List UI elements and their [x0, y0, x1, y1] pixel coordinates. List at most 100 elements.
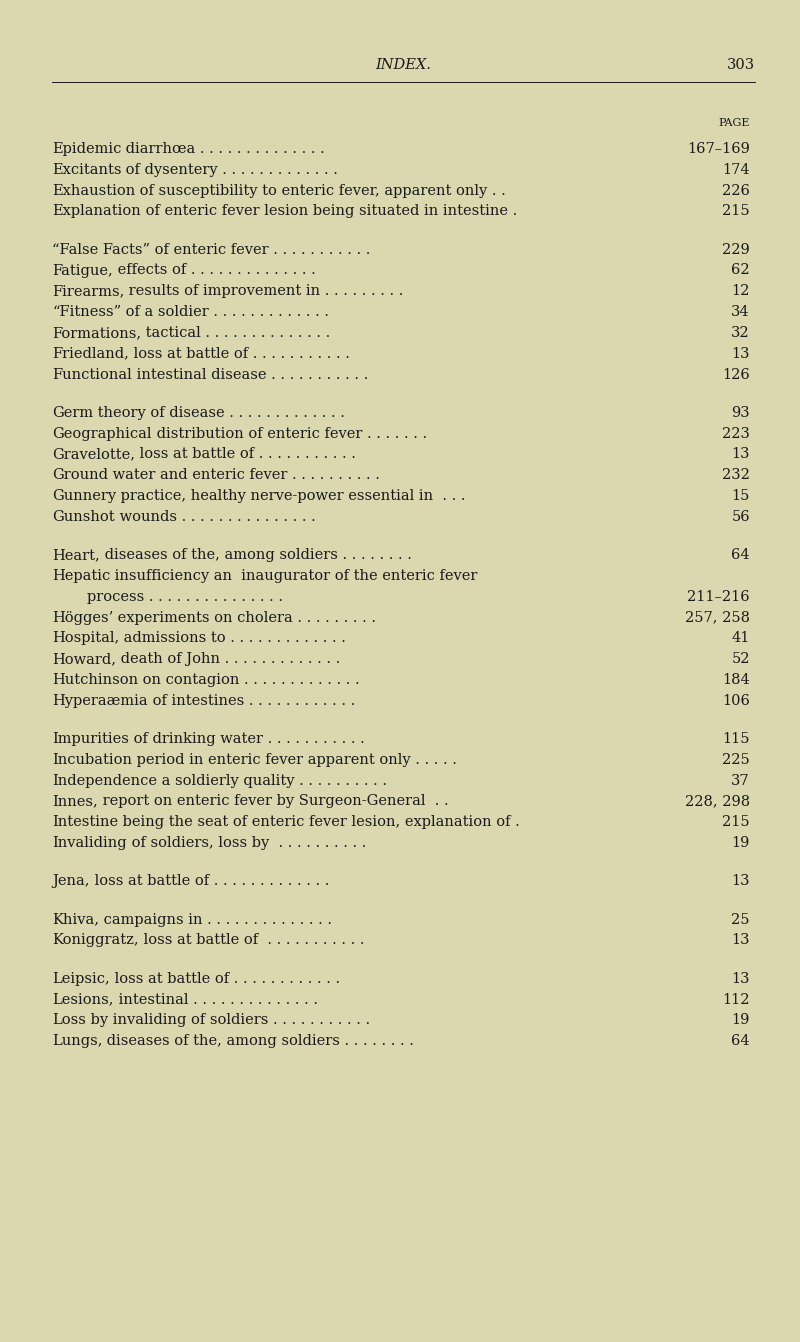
Text: diseases of the, among soldiers . . . . . . . .: diseases of the, among soldiers . . . . …	[100, 548, 412, 562]
Text: 13: 13	[731, 934, 750, 947]
Text: 37: 37	[731, 773, 750, 788]
Text: Jena,: Jena,	[52, 874, 90, 888]
Text: Hepatic: Hepatic	[52, 569, 110, 582]
Text: 93: 93	[731, 405, 750, 420]
Text: period in enteric fever apparent only . . . . .: period in enteric fever apparent only . …	[132, 753, 457, 766]
Text: distribution of enteric fever . . . . . . .: distribution of enteric fever . . . . . …	[151, 427, 426, 440]
Text: experiments on cholera . . . . . . . . .: experiments on cholera . . . . . . . . .	[114, 611, 376, 624]
Text: water and enteric fever . . . . . . . . . .: water and enteric fever . . . . . . . . …	[108, 468, 380, 482]
Text: loss at battle of  . . . . . . . . . . .: loss at battle of . . . . . . . . . . .	[138, 934, 364, 947]
Text: 211–216: 211–216	[687, 589, 750, 604]
Text: Hutchinson: Hutchinson	[52, 672, 138, 687]
Text: 12: 12	[732, 285, 750, 298]
Text: Functional: Functional	[52, 368, 132, 381]
Text: 229: 229	[722, 243, 750, 256]
Text: loss at battle of . . . . . . . . . . .: loss at battle of . . . . . . . . . . .	[129, 346, 350, 361]
Text: process . . . . . . . . . . . . . . .: process . . . . . . . . . . . . . . .	[87, 589, 283, 604]
Text: admissions to . . . . . . . . . . . . .: admissions to . . . . . . . . . . . . .	[119, 631, 346, 646]
Text: theory of disease . . . . . . . . . . . . .: theory of disease . . . . . . . . . . . …	[93, 405, 345, 420]
Text: results of improvement in . . . . . . . . .: results of improvement in . . . . . . . …	[124, 285, 404, 298]
Text: of susceptibility to enteric fever, apparent only . .: of susceptibility to enteric fever, appa…	[135, 184, 506, 197]
Text: intestinal disease . . . . . . . . . . .: intestinal disease . . . . . . . . . . .	[132, 368, 368, 381]
Text: 184: 184	[722, 672, 750, 687]
Text: Geographical: Geographical	[52, 427, 151, 440]
Text: 64: 64	[731, 548, 750, 562]
Text: Firearms,: Firearms,	[52, 285, 124, 298]
Text: Epidemic: Epidemic	[52, 142, 122, 156]
Text: 223: 223	[722, 427, 750, 440]
Text: Gravelotte,: Gravelotte,	[52, 447, 135, 462]
Text: Excitants: Excitants	[52, 162, 122, 177]
Text: of enteric fever . . . . . . . . . . .: of enteric fever . . . . . . . . . . .	[150, 243, 370, 256]
Text: Gunnery: Gunnery	[52, 488, 116, 503]
Text: 225: 225	[722, 753, 750, 766]
Text: of enteric fever lesion being situated in intestine .: of enteric fever lesion being situated i…	[141, 204, 517, 219]
Text: by invaliding of soldiers . . . . . . . . . . .: by invaliding of soldiers . . . . . . . …	[86, 1013, 370, 1027]
Text: Heart,: Heart,	[52, 548, 100, 562]
Text: 41: 41	[732, 631, 750, 646]
Text: loss at battle of . . . . . . . . . . .: loss at battle of . . . . . . . . . . .	[135, 447, 356, 462]
Text: 303: 303	[727, 58, 755, 72]
Text: Exhaustion: Exhaustion	[52, 184, 135, 197]
Text: loss at battle of . . . . . . . . . . . . .: loss at battle of . . . . . . . . . . . …	[90, 874, 329, 888]
Text: 226: 226	[722, 184, 750, 197]
Text: Independence: Independence	[52, 773, 157, 788]
Text: Fatigue,: Fatigue,	[52, 263, 113, 278]
Text: 167–169: 167–169	[687, 142, 750, 156]
Text: 13: 13	[731, 874, 750, 888]
Text: 13: 13	[731, 447, 750, 462]
Text: death of John . . . . . . . . . . . . .: death of John . . . . . . . . . . . . .	[116, 652, 340, 666]
Text: insufficiency an  inaugurator of the enteric fever: insufficiency an inaugurator of the ente…	[110, 569, 478, 582]
Text: Khiva,: Khiva,	[52, 913, 99, 926]
Text: being the seat of enteric fever lesion, explanation of .: being the seat of enteric fever lesion, …	[118, 815, 520, 829]
Text: Hospital,: Hospital,	[52, 631, 119, 646]
Text: 126: 126	[722, 368, 750, 381]
Text: Incubation: Incubation	[52, 753, 132, 766]
Text: Lesions,: Lesions,	[52, 993, 114, 1006]
Text: “Fitness”: “Fitness”	[52, 305, 121, 319]
Text: Ground: Ground	[52, 468, 108, 482]
Text: wounds . . . . . . . . . . . . . . .: wounds . . . . . . . . . . . . . . .	[114, 510, 315, 523]
Text: 215: 215	[722, 204, 750, 219]
Text: Högges’: Högges’	[52, 611, 114, 624]
Text: 232: 232	[722, 468, 750, 482]
Text: Howard,: Howard,	[52, 652, 116, 666]
Text: Koniggratz,: Koniggratz,	[52, 934, 138, 947]
Text: 112: 112	[722, 993, 750, 1006]
Text: Impurities: Impurities	[52, 731, 129, 746]
Text: 228, 298: 228, 298	[685, 794, 750, 808]
Text: 257, 258: 257, 258	[685, 611, 750, 624]
Text: Intestine: Intestine	[52, 815, 118, 829]
Text: 34: 34	[731, 305, 750, 319]
Text: Loss: Loss	[52, 1013, 86, 1027]
Text: intestinal . . . . . . . . . . . . . .: intestinal . . . . . . . . . . . . . .	[114, 993, 318, 1006]
Text: PAGE: PAGE	[718, 118, 750, 127]
Text: 64: 64	[731, 1035, 750, 1048]
Text: diseases of the, among soldiers . . . . . . . .: diseases of the, among soldiers . . . . …	[102, 1035, 414, 1048]
Text: of drinking water . . . . . . . . . . .: of drinking water . . . . . . . . . . .	[129, 731, 365, 746]
Text: tactical . . . . . . . . . . . . . .: tactical . . . . . . . . . . . . . .	[141, 326, 330, 340]
Text: Friedland,: Friedland,	[52, 346, 129, 361]
Text: 56: 56	[731, 510, 750, 523]
Text: Leipsic,: Leipsic,	[52, 972, 110, 986]
Text: Germ: Germ	[52, 405, 93, 420]
Text: Formations,: Formations,	[52, 326, 141, 340]
Text: Lungs,: Lungs,	[52, 1035, 102, 1048]
Text: report on enteric fever by Surgeon-General  . .: report on enteric fever by Surgeon-Gener…	[98, 794, 448, 808]
Text: 215: 215	[722, 815, 750, 829]
Text: of dysentery . . . . . . . . . . . . .: of dysentery . . . . . . . . . . . . .	[122, 162, 338, 177]
Text: 19: 19	[732, 836, 750, 849]
Text: of soldiers, loss by  . . . . . . . . . .: of soldiers, loss by . . . . . . . . . .	[126, 836, 366, 849]
Text: Hyperaæmia: Hyperaæmia	[52, 694, 148, 707]
Text: Invaliding: Invaliding	[52, 836, 126, 849]
Text: 106: 106	[722, 694, 750, 707]
Text: practice, healthy nerve-power essential in  . . .: practice, healthy nerve-power essential …	[116, 488, 466, 503]
Text: on contagion . . . . . . . . . . . . .: on contagion . . . . . . . . . . . . .	[138, 672, 360, 687]
Text: 174: 174	[722, 162, 750, 177]
Text: effects of . . . . . . . . . . . . . .: effects of . . . . . . . . . . . . . .	[113, 263, 315, 278]
Text: 32: 32	[731, 326, 750, 340]
Text: 52: 52	[731, 652, 750, 666]
Text: 25: 25	[731, 913, 750, 926]
Text: of intestines . . . . . . . . . . . .: of intestines . . . . . . . . . . . .	[148, 694, 355, 707]
Text: loss at battle of . . . . . . . . . . . .: loss at battle of . . . . . . . . . . . …	[110, 972, 340, 986]
